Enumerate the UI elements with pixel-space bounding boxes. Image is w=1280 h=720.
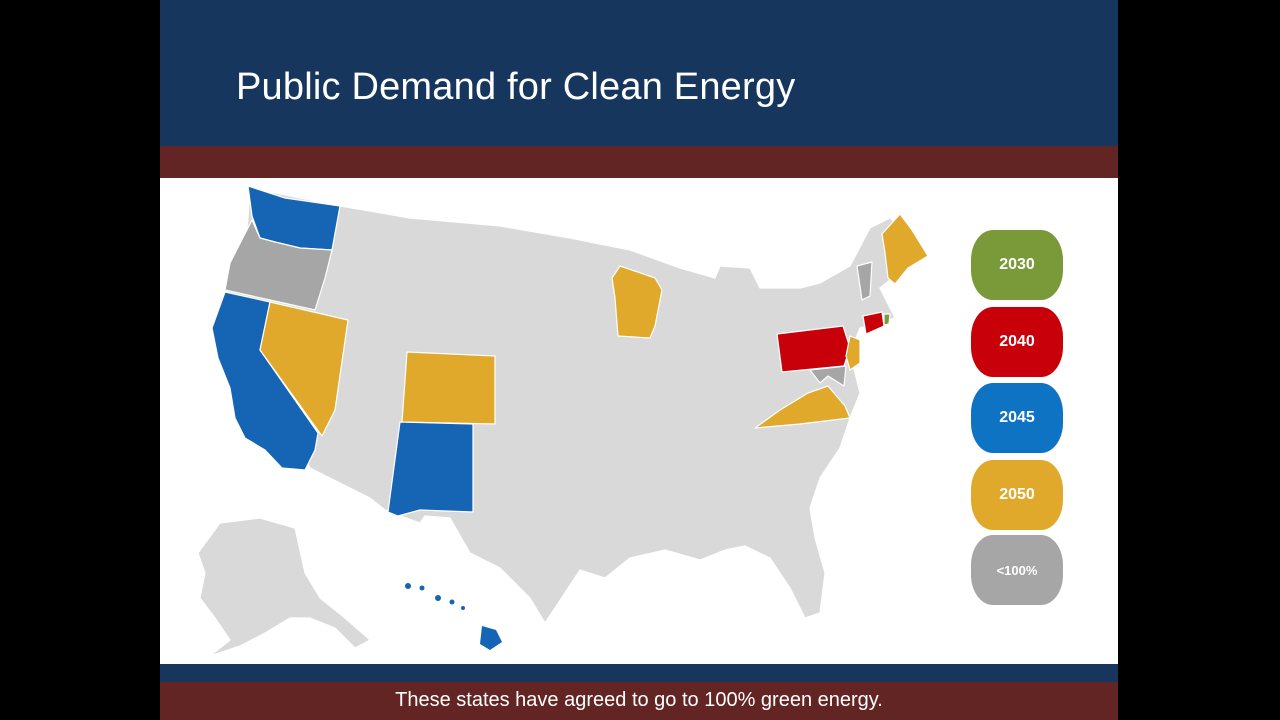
us-map bbox=[197, 185, 929, 657]
legend-2050: 2050 bbox=[971, 460, 1063, 530]
slide-title: Public Demand for Clean Energy bbox=[236, 66, 796, 108]
state-vermont bbox=[856, 261, 873, 301]
legend-under-100: <100% bbox=[971, 535, 1063, 605]
state-new-mexico bbox=[387, 421, 474, 517]
state-rhode-island bbox=[883, 313, 891, 326]
state-oregon bbox=[224, 219, 333, 311]
alaska bbox=[197, 517, 371, 657]
state-colorado bbox=[401, 351, 496, 425]
legend-2030: 2030 bbox=[971, 230, 1063, 300]
footer-bar-blue bbox=[160, 664, 1118, 682]
state-maryland bbox=[809, 365, 847, 387]
slide-caption: These states have agreed to go to 100% g… bbox=[395, 689, 883, 711]
state-nevada bbox=[259, 301, 349, 437]
state-wisconsin bbox=[611, 265, 663, 339]
title-bar bbox=[160, 0, 1118, 146]
footer-bar-red bbox=[160, 682, 1118, 720]
state-new-jersey bbox=[845, 335, 861, 371]
map-area: 2030 2040 2045 2050 <100% bbox=[160, 178, 1118, 664]
title-stripe bbox=[160, 146, 1118, 178]
legend-2040: 2040 bbox=[971, 307, 1063, 377]
legend-2045: 2045 bbox=[971, 383, 1063, 453]
state-virginia bbox=[754, 385, 851, 429]
state-pennsylvania bbox=[776, 325, 851, 373]
state-connecticut bbox=[862, 311, 885, 335]
state-maine bbox=[881, 213, 929, 285]
state-hawaii bbox=[405, 583, 502, 650]
slide: Public Demand for Clean Energy bbox=[160, 0, 1118, 720]
